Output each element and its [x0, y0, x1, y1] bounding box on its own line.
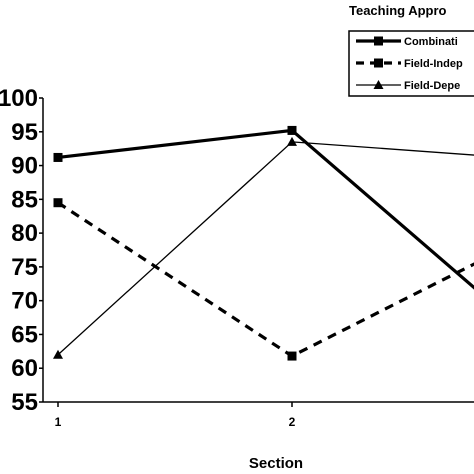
y-tick-label: 90 [11, 153, 38, 180]
y-tick-label: 65 [11, 321, 38, 348]
data-point-square [287, 125, 297, 135]
x-tick-label: 1 [55, 415, 62, 429]
legend-item: Combinati [356, 36, 458, 48]
legend-label: Field-Indep [404, 58, 463, 70]
y-tick-label: 80 [11, 220, 38, 247]
data-point-triangle [287, 136, 297, 146]
x-tick-label: 2 [289, 415, 296, 429]
series-2 [53, 198, 474, 361]
y-axis-ticks: 100 95 90 85 80 75 70 65 60 55 [0, 85, 43, 416]
legend: Teaching Appro Combinati Field-Indep Field… [348, 3, 474, 97]
y-tick-label: 75 [11, 254, 38, 281]
y-tick-label: 60 [11, 355, 38, 382]
legend-item: Field-Indep [356, 58, 463, 70]
legend-item: Field-Depe [356, 80, 460, 92]
plot-frame [42, 98, 474, 403]
data-point-square [53, 152, 63, 162]
y-tick-label: 55 [11, 389, 38, 416]
series-3 [53, 136, 474, 359]
legend-swatch-marker [374, 58, 383, 68]
series-line [57, 141, 474, 356]
legend-items: Combinati Field-Indep Field-Depe [356, 36, 463, 92]
x-axis-title: Section [249, 455, 303, 472]
y-tick-label: 100 [0, 85, 38, 112]
series-line [57, 128, 474, 290]
y-tick-label: 70 [11, 288, 38, 315]
legend-swatch-marker [374, 36, 383, 46]
series-1 [53, 125, 474, 290]
data-point-square [287, 351, 297, 361]
legend-label: Field-Depe [404, 80, 460, 92]
legend-title: Teaching Appro [349, 3, 447, 18]
x-axis-ticks: 123 [55, 402, 296, 429]
legend-box [348, 30, 474, 97]
data-point-square [53, 198, 63, 208]
data-point-triangle [53, 349, 63, 359]
y-tick-label: 95 [11, 119, 38, 146]
legend-label: Combinati [404, 36, 458, 48]
series-layer [53, 125, 474, 361]
y-tick-label: 85 [11, 186, 38, 213]
legend-swatch-marker [373, 80, 384, 89]
series-line [57, 201, 474, 358]
